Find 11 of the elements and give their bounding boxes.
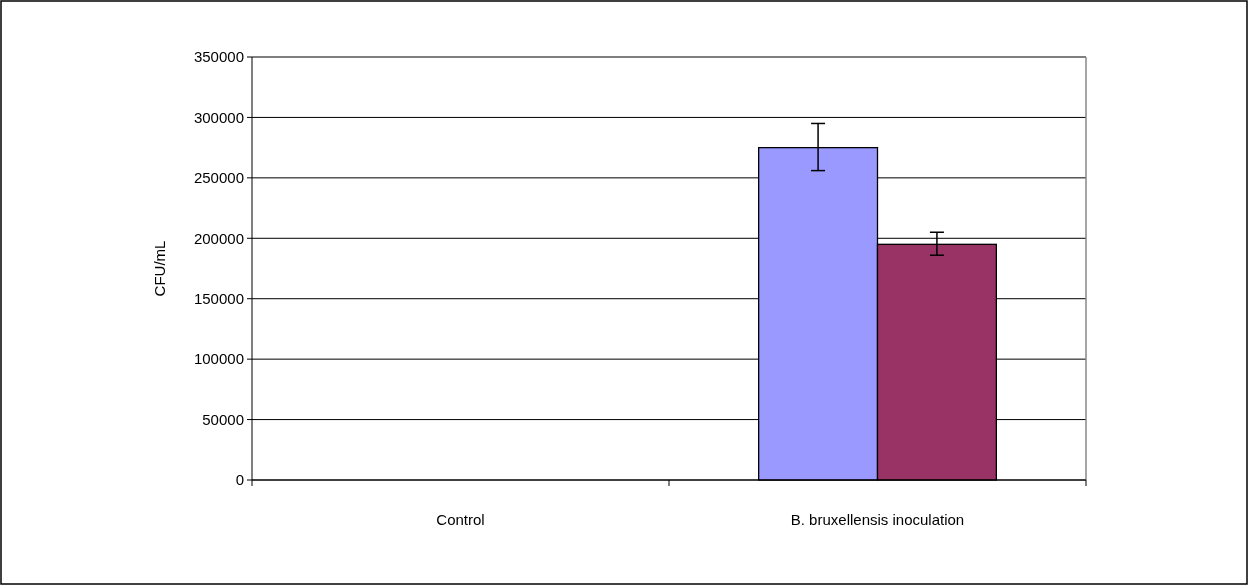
y-axis-title: CFU/mL	[151, 240, 168, 297]
x-tick-label: Control	[436, 511, 485, 528]
y-tick-label: 0	[235, 471, 244, 489]
y-tick-label: 150000	[193, 289, 244, 307]
y-tick-label: 300000	[193, 108, 244, 126]
y-tick-label: 100000	[193, 350, 244, 368]
y-tick-label: 200000	[193, 229, 244, 247]
y-tick-label: 50000	[202, 410, 244, 428]
y-tick-label: 350000	[193, 48, 244, 66]
x-tick-label: B. bruxellensis inoculation	[790, 511, 965, 528]
y-tick-label: 250000	[193, 169, 244, 187]
